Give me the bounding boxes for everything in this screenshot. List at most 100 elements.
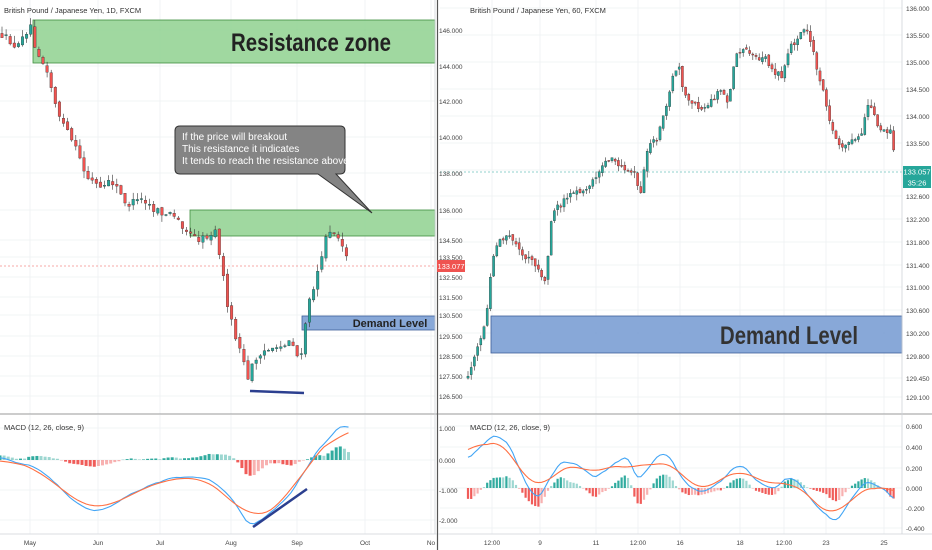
candle: [793, 42, 796, 46]
macd-histogram-bar: [486, 482, 489, 488]
time-axis-label: 16: [676, 540, 684, 547]
macd-histogram-bar: [269, 460, 273, 464]
candle: [312, 289, 316, 301]
macd-histogram-bar: [117, 460, 121, 462]
candle: [275, 347, 279, 349]
candle: [344, 247, 348, 257]
price-axis-label: 130.600: [906, 308, 930, 315]
macd-histogram-bar: [866, 478, 870, 488]
macd-histogram-bar: [594, 488, 598, 497]
candle: [226, 273, 229, 307]
candle: [485, 308, 489, 326]
macd-histogram-bar: [713, 488, 716, 492]
time-axis-label: 11: [593, 540, 600, 547]
right-price-tag-value: 133.057: [903, 168, 930, 177]
candle: [639, 186, 643, 193]
candle: [21, 36, 24, 46]
macd-histogram-bar: [215, 454, 219, 460]
candle: [533, 258, 537, 267]
macd-histogram-bar: [674, 485, 678, 488]
price-axis-label: 144.000: [439, 64, 463, 71]
macd-histogram-bar: [338, 446, 342, 460]
macd-histogram-bar: [678, 488, 681, 490]
candle: [29, 24, 33, 35]
candle: [514, 241, 518, 245]
macd-histogram-bar: [150, 458, 154, 460]
macd-histogram-bar: [318, 455, 322, 460]
price-axis-label: 135.500: [906, 33, 930, 40]
candle: [123, 193, 127, 204]
macd-histogram-bar: [553, 482, 556, 488]
macd-histogram-bar: [751, 488, 754, 489]
left-macd-pane[interactable]: MACD (12, 26, close, 9): [0, 415, 435, 534]
candle: [148, 204, 152, 206]
candle: [498, 239, 502, 247]
macd-histogram-bar: [27, 456, 31, 460]
candle: [189, 231, 193, 234]
price-axis-label: 146.000: [439, 28, 463, 35]
candle: [242, 349, 246, 363]
macd-histogram-bar: [796, 479, 799, 488]
price-axis-label: 131.000: [906, 285, 930, 292]
right-macd-pane[interactable]: MACD (12, 26, close, 9): [440, 415, 902, 534]
macd-histogram-bar: [158, 459, 162, 460]
price-axis-label: 0.000: [906, 486, 923, 493]
candle: [585, 189, 588, 191]
macd-histogram-bar: [802, 484, 806, 488]
candle: [469, 367, 473, 375]
price-axis-label: 128.500: [439, 354, 463, 361]
macd-histogram-bar: [256, 460, 260, 472]
candle: [94, 179, 98, 184]
candle: [860, 133, 863, 136]
candle: [37, 49, 41, 57]
candle: [0, 33, 4, 38]
macd-histogram-bar: [347, 452, 350, 460]
macd-histogram-bar: [514, 484, 518, 488]
macd-histogram-bar: [43, 456, 47, 460]
macd-histogram-bar: [780, 486, 783, 488]
macd-histogram-bar: [476, 488, 479, 494]
macd-histogram-bar: [252, 460, 256, 476]
candle: [466, 375, 470, 379]
price-axis-label: 127.500: [439, 374, 463, 381]
candle: [786, 53, 790, 66]
macd-histogram-bar: [767, 488, 770, 495]
candle: [665, 105, 668, 116]
macd-histogram-bar: [748, 484, 751, 488]
price-axis-label: 126.500: [439, 394, 463, 401]
candle: [565, 197, 569, 200]
candle: [767, 54, 771, 66]
macd-histogram-bar: [301, 460, 305, 461]
candle: [45, 65, 49, 73]
callout-line-3: It tends to reach the resistance above: [182, 156, 349, 167]
macd-histogram-bar: [623, 475, 626, 488]
macd-histogram-bar: [10, 457, 14, 460]
macd-histogram-bar: [137, 459, 141, 460]
candle: [180, 221, 184, 229]
price-axis-label: 0.000: [439, 458, 456, 465]
right-price-tag: 133.057 35:26: [903, 166, 931, 188]
candle: [262, 350, 266, 356]
macd-histogram-bar: [690, 488, 694, 495]
candle: [489, 276, 492, 309]
right-macd-title: MACD (12, 26, close, 9): [470, 423, 551, 432]
macd-histogram-bar: [306, 459, 309, 460]
macd-histogram-bar: [857, 481, 860, 488]
time-axis-label: 9: [538, 540, 542, 547]
time-axis-label: Aug: [225, 540, 237, 547]
candle: [164, 214, 168, 216]
callout-line-2: This resistance it indicates: [182, 144, 299, 155]
left-price-grid: [0, 0, 435, 414]
macd-histogram-bar: [630, 485, 633, 488]
macd-histogram-bar: [109, 460, 113, 464]
candle: [729, 89, 732, 102]
macd-histogram-bar: [745, 480, 748, 488]
candle: [234, 319, 238, 340]
macd-histogram-bar: [244, 460, 248, 475]
candle: [473, 356, 476, 367]
left-price-pane[interactable]: Resistance zone Demand Level If the pric…: [0, 0, 436, 414]
resistance-zone-lower: [189, 209, 436, 237]
candle: [115, 184, 119, 187]
candle: [591, 179, 595, 187]
right-price-pane[interactable]: Demand Level British Pound / Japanese Ye…: [440, 0, 903, 414]
